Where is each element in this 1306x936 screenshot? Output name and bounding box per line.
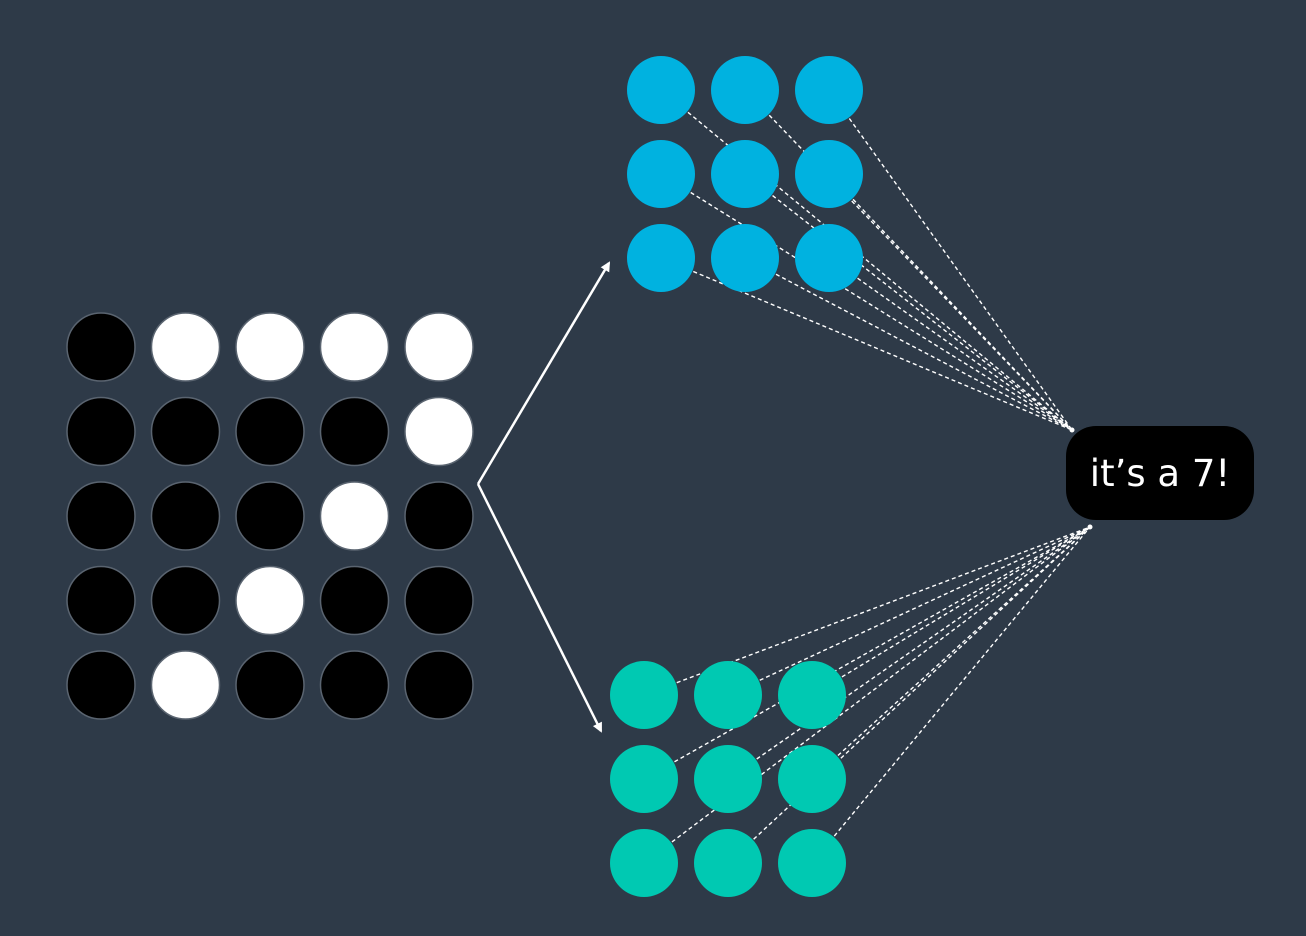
feature-unit xyxy=(627,224,695,292)
input-pixel-off xyxy=(319,650,390,720)
input-pixel-on xyxy=(150,650,221,720)
input-pixel-off xyxy=(235,481,305,551)
feature-unit xyxy=(778,661,846,729)
connection-line xyxy=(811,526,1091,864)
input-pixel-off xyxy=(404,650,474,720)
input-pixel-on xyxy=(235,565,305,636)
feature-unit xyxy=(711,56,779,124)
feature-unit xyxy=(627,56,695,124)
feature-unit xyxy=(610,661,678,729)
input-pixel-off xyxy=(150,565,221,636)
input-pixel-off xyxy=(404,481,474,551)
connection-line xyxy=(660,89,1073,431)
arrow-to-top-feature-map xyxy=(476,261,611,485)
feature-unit xyxy=(795,56,863,124)
input-pixel-on xyxy=(150,312,221,382)
connection-tip xyxy=(1087,524,1093,530)
feature-unit xyxy=(778,829,846,897)
feature-unit xyxy=(711,224,779,292)
feature-unit xyxy=(694,829,762,897)
input-pixel-off xyxy=(150,481,221,551)
feature-unit xyxy=(610,829,678,897)
input-pixel-off xyxy=(404,565,474,636)
feature-unit xyxy=(795,224,863,292)
connections-top-to-output xyxy=(660,89,1075,433)
input-pixel-off xyxy=(319,565,390,636)
connection-line xyxy=(744,257,1073,431)
connection-tip xyxy=(1069,427,1075,433)
connection-line xyxy=(660,257,1073,431)
input-pixel-grid xyxy=(66,312,474,720)
input-pixel-off xyxy=(66,396,136,467)
connection-line xyxy=(660,173,1073,431)
output-label: it’s a 7! xyxy=(1066,426,1254,520)
connection-line xyxy=(828,173,1073,431)
feature-unit xyxy=(610,745,678,813)
connection-line xyxy=(643,526,1091,780)
feature-unit xyxy=(694,661,762,729)
feature-unit xyxy=(694,745,762,813)
connection-line xyxy=(727,526,1091,696)
feature-unit xyxy=(711,140,779,208)
input-pixel-on xyxy=(319,481,390,551)
feature-unit xyxy=(627,140,695,208)
input-to-feature-arrows xyxy=(476,261,611,733)
feature-map-top xyxy=(627,56,863,292)
feature-unit xyxy=(795,140,863,208)
arrow-to-bottom-feature-map xyxy=(476,483,603,733)
connection-line xyxy=(727,526,1091,864)
input-pixel-off xyxy=(150,396,221,467)
input-pixel-off xyxy=(319,396,390,467)
input-pixel-off xyxy=(235,396,305,467)
input-pixel-on xyxy=(404,396,474,467)
connection-line xyxy=(828,257,1073,431)
connection-line xyxy=(744,173,1073,431)
connection-line xyxy=(828,89,1073,431)
connection-line xyxy=(811,526,1091,696)
input-pixel-off xyxy=(66,565,136,636)
connection-line xyxy=(727,526,1091,780)
input-pixel-off xyxy=(235,650,305,720)
input-pixel-off xyxy=(66,312,136,382)
input-pixel-on xyxy=(404,312,474,382)
feature-map-bottom xyxy=(610,661,846,897)
feature-unit xyxy=(778,745,846,813)
input-pixel-on xyxy=(235,312,305,382)
input-pixel-off xyxy=(66,650,136,720)
input-pixel-on xyxy=(319,312,390,382)
input-pixel-off xyxy=(66,481,136,551)
